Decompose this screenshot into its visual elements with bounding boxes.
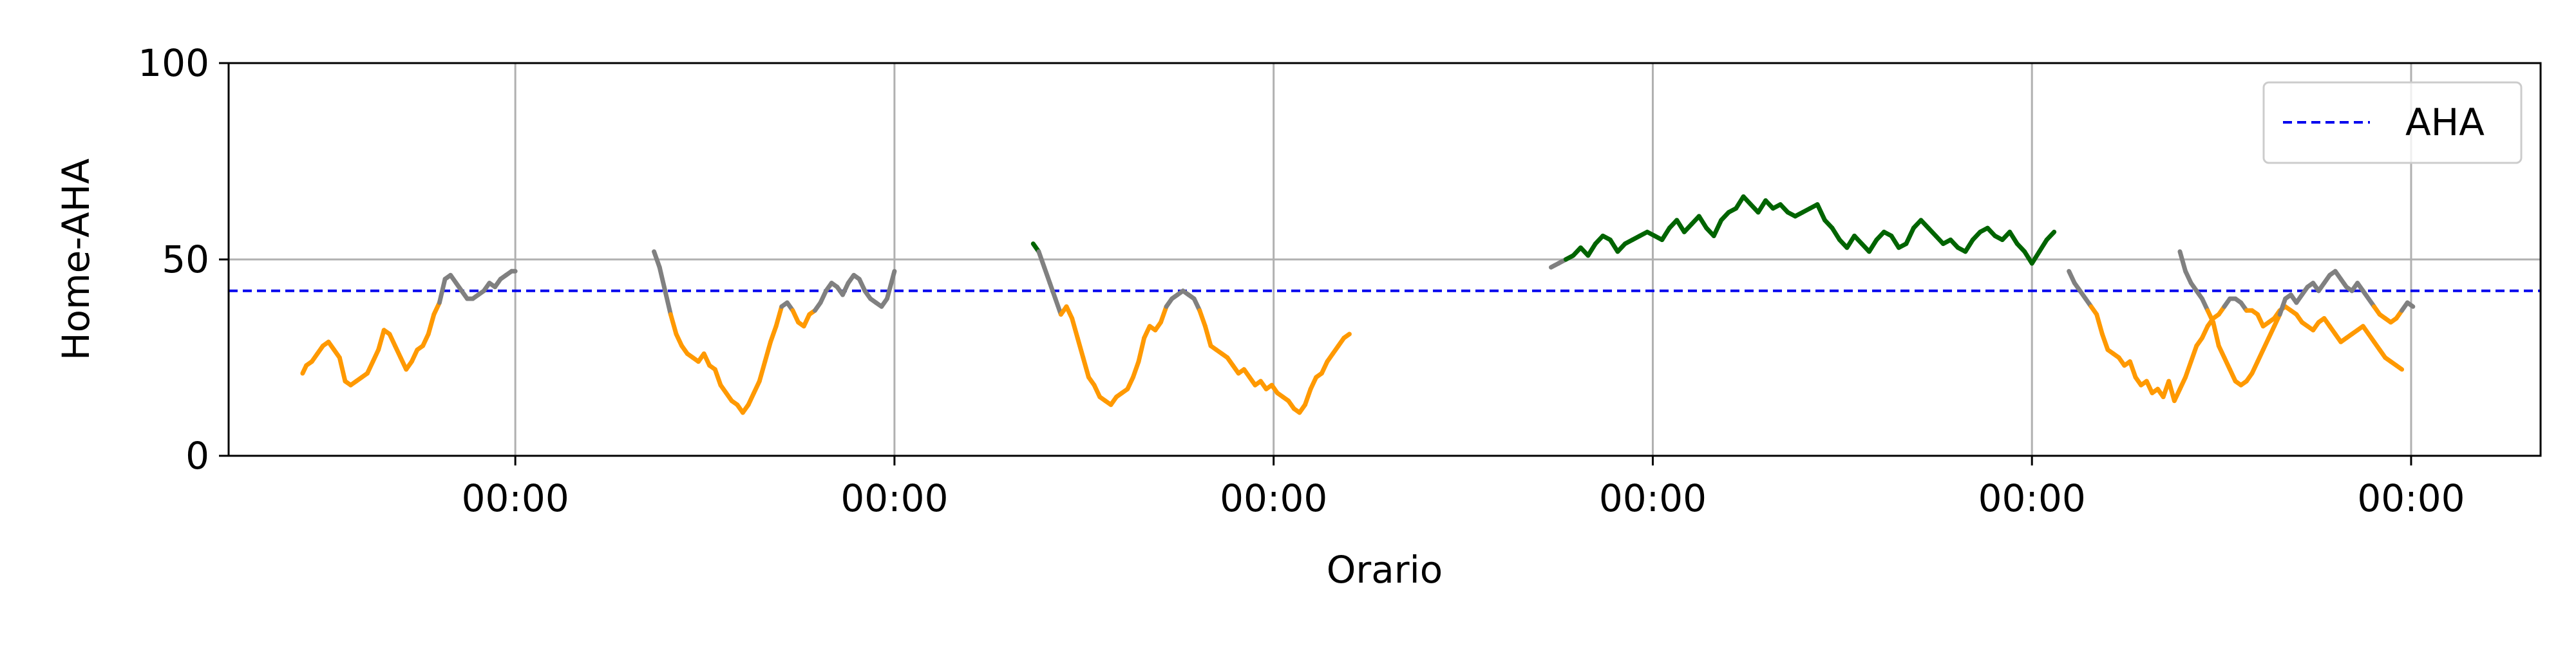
line-segment	[376, 328, 386, 352]
line-segment	[2127, 359, 2138, 380]
y-tick-label: 100	[138, 41, 209, 85]
line-segment	[668, 312, 679, 337]
line-segment	[2177, 249, 2188, 274]
line-segment	[884, 268, 897, 301]
x-tick-label: 00:00	[1220, 476, 1327, 520]
line-segment	[337, 355, 348, 384]
y-tick-label: 50	[162, 238, 209, 281]
series-line	[652, 249, 897, 415]
x-tick-label: 00:00	[2357, 476, 2465, 520]
line-segment	[1197, 308, 1208, 329]
line-segment	[437, 277, 448, 305]
series-line	[1030, 241, 1352, 415]
series-layer	[300, 194, 2416, 415]
line-segment	[1070, 316, 1080, 341]
line-segment	[2044, 229, 2057, 242]
line-segment	[757, 359, 768, 384]
legend-box	[2262, 81, 2523, 164]
line-segment	[2094, 312, 2105, 337]
line-segment	[1711, 218, 1724, 238]
line-segment	[2037, 238, 2049, 254]
line-segment	[2099, 332, 2110, 352]
x-tick-label: 00:00	[462, 476, 569, 520]
line-segment	[2394, 363, 2405, 372]
line-segment	[1202, 324, 1213, 348]
line-segment	[773, 304, 784, 329]
line-segment	[1130, 359, 1141, 380]
series-line	[1548, 194, 2057, 270]
line-segment	[1081, 355, 1091, 380]
line-segment	[1866, 238, 1879, 254]
x-axis-label: Orario	[1327, 548, 1443, 592]
line-segment	[762, 339, 773, 364]
line-segment	[426, 312, 437, 337]
line-segment	[2211, 320, 2221, 348]
line-segment	[1036, 249, 1047, 270]
line-segment	[1303, 386, 1313, 408]
x-tick-label: 00:00	[840, 476, 948, 520]
line-segment	[1696, 214, 1709, 230]
line-segment	[1042, 265, 1052, 286]
line-segment	[2405, 300, 2416, 309]
x-tick-label: 00:00	[1978, 476, 2086, 520]
line-segment	[1963, 238, 1975, 254]
line-segment	[1815, 202, 1828, 223]
line-segment	[2029, 249, 2042, 266]
legend: AHA	[2262, 81, 2523, 164]
line-segment	[1660, 225, 1672, 242]
legend-label-aha: AHA	[2405, 100, 2485, 144]
series-line	[300, 268, 518, 388]
line-segment	[1158, 304, 1169, 325]
line-segment	[1075, 335, 1086, 360]
x-tick-label: 00:00	[1599, 476, 1707, 520]
series-line	[2177, 249, 2416, 388]
line-segment	[2183, 359, 2193, 380]
line-segment	[1904, 225, 1916, 247]
line-segment	[1586, 241, 1598, 258]
line-segment	[2188, 343, 2199, 364]
line-segment	[663, 288, 673, 317]
line-segment	[1053, 296, 1063, 317]
y-axis-label: Home-AHA	[54, 158, 98, 361]
line-segment	[652, 249, 662, 270]
line-segment	[768, 324, 779, 344]
axes: 00:00 00:00 00:00 00:00 00:00 00:00 0 50 100	[138, 41, 2465, 520]
line-segment	[2007, 229, 2020, 247]
line-segment	[1047, 281, 1058, 301]
y-tick-label: 0	[185, 434, 209, 478]
line-segment	[657, 265, 668, 294]
line-segment	[2277, 296, 2288, 317]
line-segment	[1830, 225, 1842, 242]
line-segment	[1136, 335, 1147, 364]
line-segment	[1889, 233, 1901, 250]
line-segment	[1341, 332, 1352, 341]
grid	[229, 62, 2541, 457]
line-segment	[712, 367, 723, 388]
